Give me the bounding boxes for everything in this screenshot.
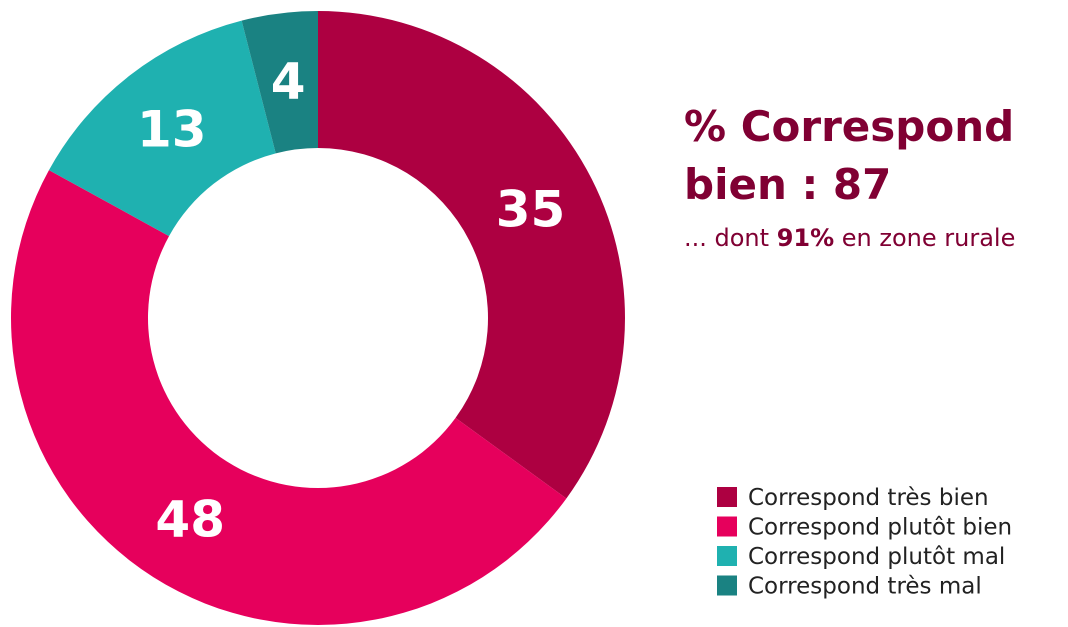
annotation-text-part: ... dont: [684, 224, 777, 252]
annotation-title: % Correspond bien : 87: [684, 102, 1015, 209]
annotation-highlight: 91%: [776, 224, 835, 252]
legend-text: Correspond plutôt mal: [748, 544, 1005, 570]
slice-label: 4: [271, 52, 306, 110]
legend-text: Correspond très mal: [748, 574, 982, 600]
legend-text: Correspond très bien: [748, 485, 989, 511]
slice-label: 35: [496, 181, 566, 239]
annotation-text: ... dont 91% en zone rurale: [684, 218, 1034, 258]
slice: [11, 170, 567, 625]
legend-swatch: [717, 546, 737, 566]
annotation: % Correspond bien : 87 ... dont 91% en z…: [684, 98, 1034, 258]
slice-label: 13: [137, 101, 207, 159]
legend-swatch: [717, 516, 737, 537]
slice: [48, 20, 276, 237]
slice: [241, 11, 318, 154]
annotation-text-part: en zone rurale: [834, 224, 1016, 252]
legend-swatch: [717, 487, 737, 507]
slice: [318, 11, 625, 499]
slice-label: 48: [155, 490, 225, 548]
legend-swatch: [717, 575, 737, 596]
legend-text: Correspond plutôt bien: [748, 515, 1012, 541]
